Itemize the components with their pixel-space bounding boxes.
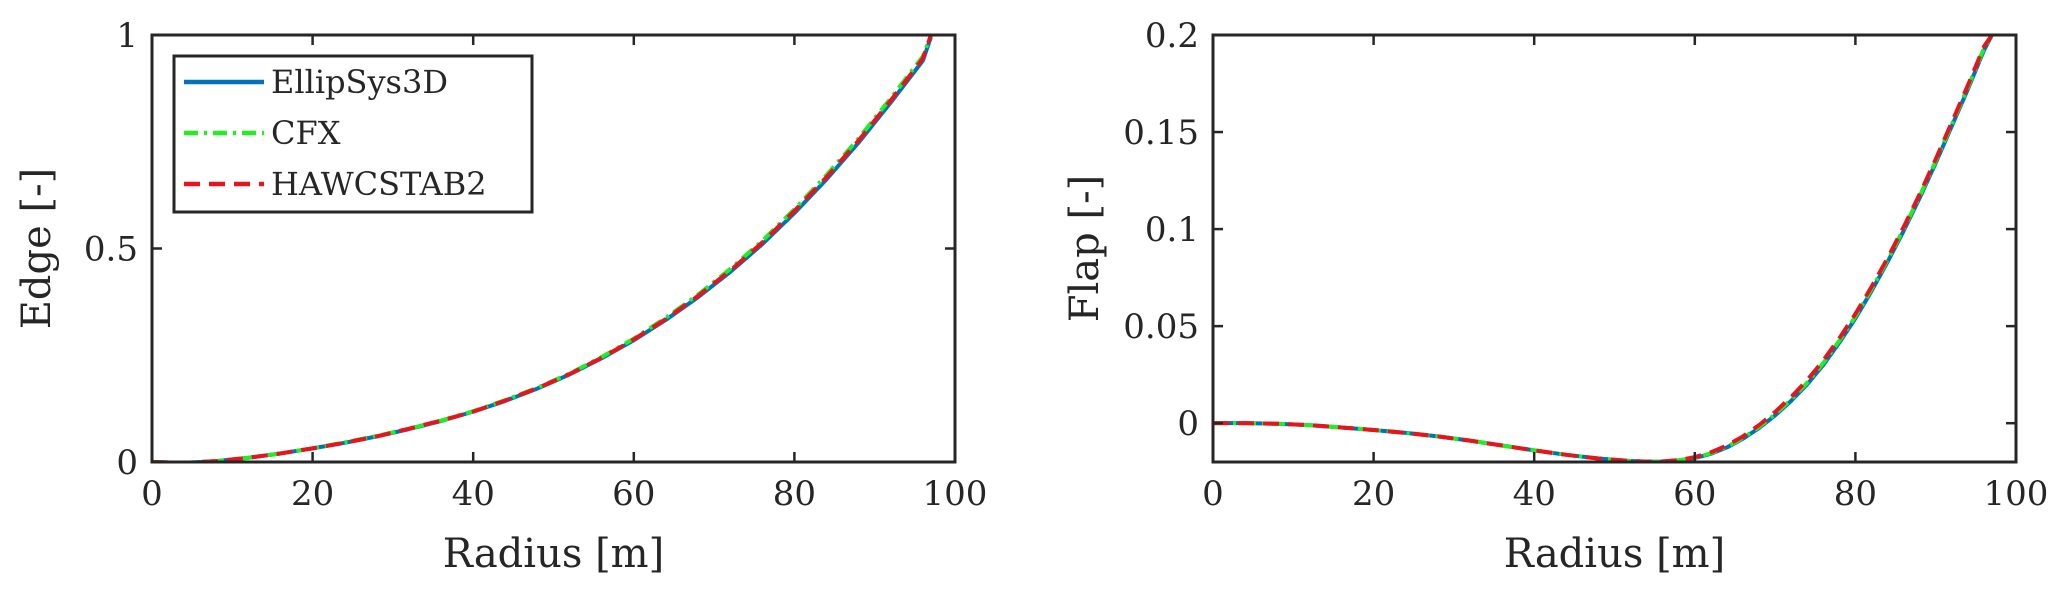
flap-xtick-label: 60 — [1673, 474, 1716, 514]
flap-chart: 0 20 40 60 80 100 0 0.05 0.1 0.15 0.2 Radius [m] Fla… — [1062, 16, 2048, 577]
flap-series-group — [1213, 35, 1994, 462]
legend: EllipSys3D CFX HAWCSTAB2 — [172, 54, 534, 214]
edge-xtick-label: 80 — [773, 474, 816, 514]
edge-xtick-label: 100 — [923, 474, 988, 514]
edge-series-hawcstab2-line — [152, 35, 933, 462]
flap-ytick-label: 0.1 — [1145, 210, 1199, 250]
edge-x-axis-label: Radius [m] — [443, 531, 664, 577]
legend-label-hawcstab2: HAWCSTAB2 — [271, 165, 487, 203]
edge-ytick-label: 0 — [116, 443, 138, 483]
edge-y-axis-label: Edge [-] — [14, 168, 60, 330]
flap-x-axis-label: Radius [m] — [1504, 531, 1725, 577]
flap-ytick-label: 0.2 — [1145, 16, 1199, 56]
flap-series-hawcstab2-line — [1213, 35, 1994, 462]
flap-xtick-label: 80 — [1834, 474, 1877, 514]
flap-xtick-label: 100 — [1984, 474, 2049, 514]
flap-ytick-label: 0 — [1177, 404, 1199, 444]
edge-xtick-label: 40 — [452, 474, 495, 514]
flap-xtick-label: 20 — [1352, 474, 1395, 514]
edge-xtick-label: 60 — [612, 474, 655, 514]
flap-xtick-label: 40 — [1513, 474, 1556, 514]
edge-xtick-label: 0 — [141, 474, 163, 514]
flap-xtick-label: 0 — [1202, 474, 1224, 514]
edge-chart: 0 20 40 60 80 100 0 0.5 1 Radius [m] Edge [-] Ellip… — [14, 16, 987, 577]
edge-ytick-label: 1 — [116, 16, 138, 56]
edge-ytick-label: 0.5 — [84, 230, 138, 270]
flap-series-ellipsys3d-line — [1213, 35, 1994, 462]
flap-ytick-label: 0.05 — [1123, 307, 1199, 347]
legend-label-cfx: CFX — [271, 114, 341, 152]
flap-series-cfx-line — [1213, 35, 1994, 462]
legend-label-ellipsys3d: EllipSys3D — [271, 63, 448, 101]
flap-axes-box — [1211, 33, 2018, 464]
flap-ytick-label: 0.15 — [1123, 113, 1199, 153]
edge-xtick-label: 20 — [291, 474, 334, 514]
flap-y-axis-label: Flap [-] — [1062, 175, 1108, 322]
edge-series-group — [152, 35, 933, 462]
